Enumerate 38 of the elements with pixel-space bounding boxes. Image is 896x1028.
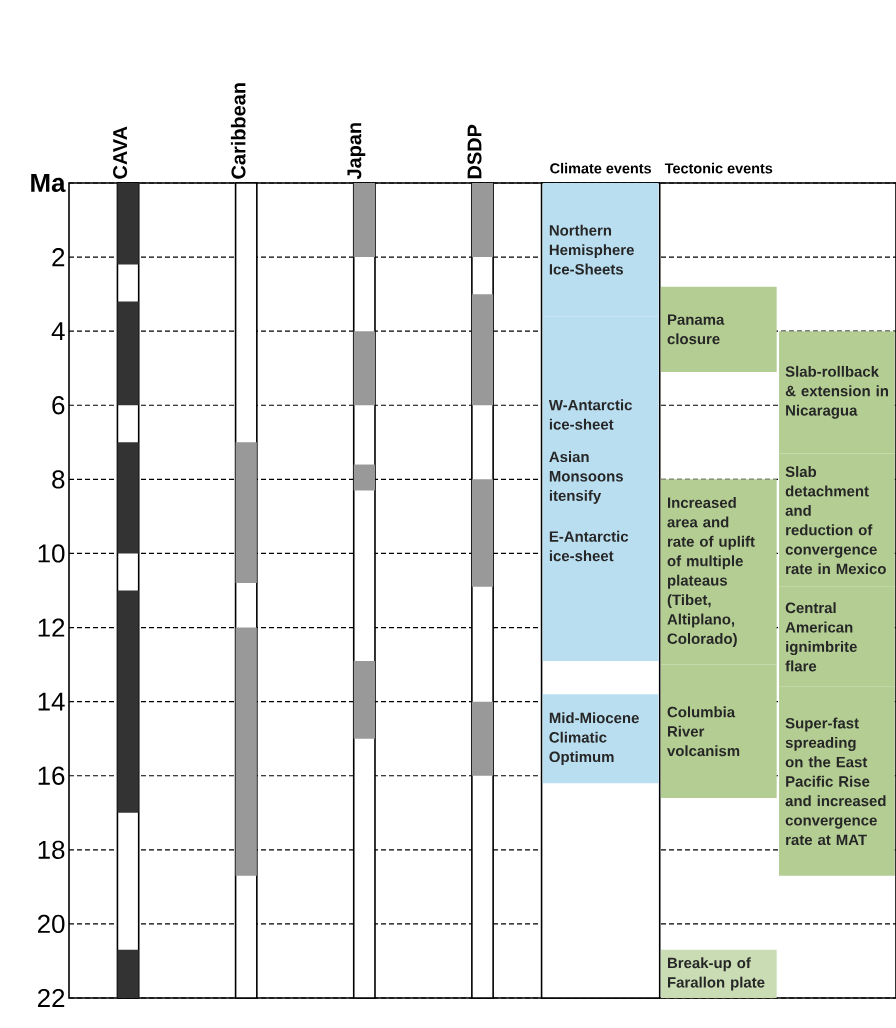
data-label: W-Antarctic ice-sheet	[548, 399, 632, 430]
data-label: Central American ignimbrite flare	[785, 602, 857, 672]
data-label: Break-up of Farallon plate	[668, 957, 765, 991]
y-tick-label: 20	[37, 914, 65, 934]
y-tick-label: 6	[52, 396, 65, 415]
data-label: E-Antarctic ice-sheet	[549, 530, 629, 562]
data-label: Asian Monsoons itensify	[549, 451, 623, 504]
y-tick-label: 8	[52, 470, 65, 489]
data-label: Northern Hemisphere Ice-Sheets	[549, 224, 634, 275]
data-label: Columbia River volcanism	[667, 706, 740, 757]
data-label: Slab detachment and reduction of convergence rate in Mexico	[785, 466, 886, 575]
bar	[471, 294, 494, 406]
y-tick-label: 4	[51, 322, 65, 341]
bar	[542, 694, 659, 784]
y-tick-label: 10	[38, 544, 65, 563]
bar	[235, 442, 257, 584]
y-tick-label: 2	[52, 248, 65, 267]
x-tick-label: CAVA	[113, 126, 128, 179]
data-label: Slab-rollback & extension in Nicaragua	[785, 365, 888, 419]
y-tick-label: Ma	[31, 173, 66, 193]
data-label: Super-fast spreading on the East Pacific Rise and increased convergence rate at MAT	[785, 717, 886, 846]
x-tick-label: Caribbean	[230, 83, 246, 179]
x-tick-label: DSDP	[467, 124, 482, 179]
bar	[353, 331, 375, 406]
bar	[471, 183, 494, 258]
y-tick-label: 18	[38, 840, 65, 859]
y-tick-label: 12	[38, 618, 65, 637]
bar	[353, 183, 375, 258]
x-tick-label: Tectonic events	[664, 162, 773, 174]
x-tick-label: Japan	[347, 123, 366, 180]
data-label: Increased area and rate of uplift of multiple plateaus (Tibet, Altiplano, Colorado)	[667, 497, 755, 647]
data-label: Panama closure	[667, 314, 725, 345]
y-tick-label: 14	[38, 692, 65, 711]
bar	[235, 627, 257, 876]
y-tick-label: 22	[37, 988, 65, 1008]
data-label: Mid-Miocene Climatic Optimum	[549, 712, 639, 766]
x-tick-label: Climate events	[550, 162, 652, 174]
y-tick-label: 16	[38, 766, 65, 785]
